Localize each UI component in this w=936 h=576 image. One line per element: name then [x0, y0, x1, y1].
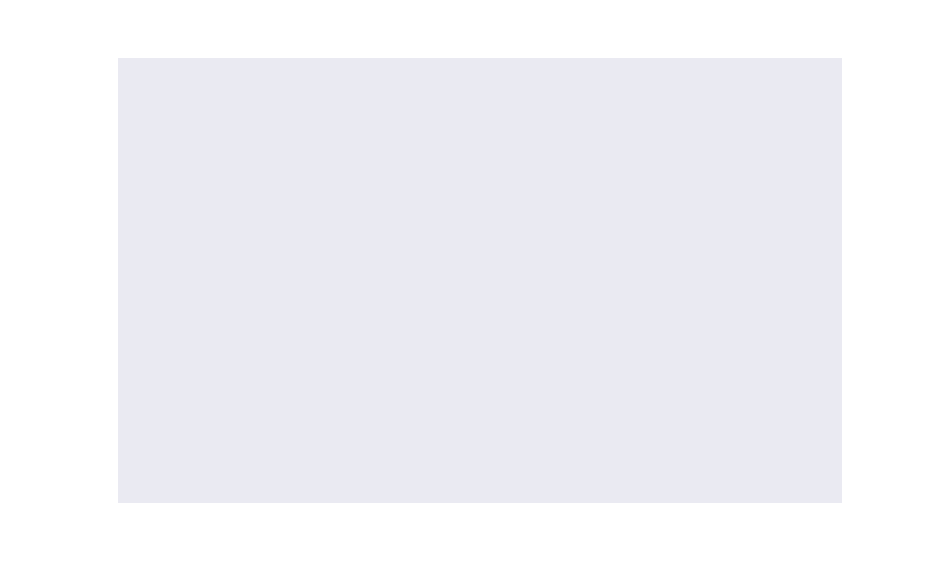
plot-area [118, 58, 842, 503]
